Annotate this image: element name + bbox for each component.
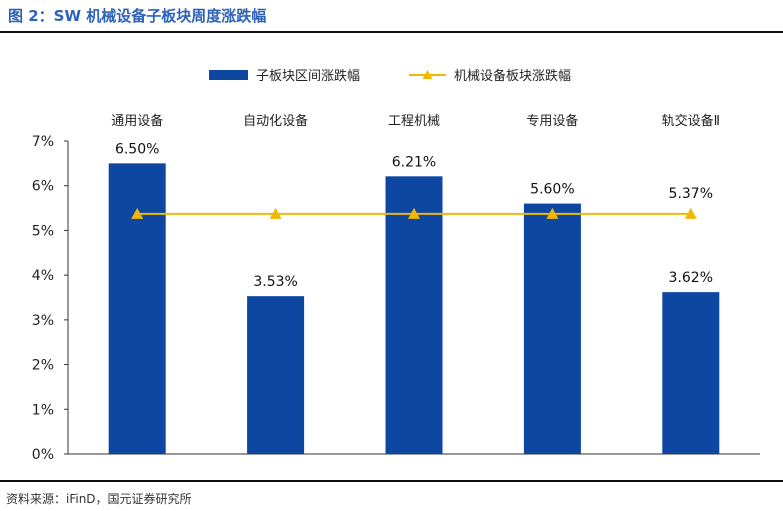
data-label: 5.60% bbox=[530, 182, 574, 198]
category-label: 通用设备 bbox=[111, 113, 163, 129]
data-label: 6.21% bbox=[392, 154, 436, 170]
line-marker bbox=[131, 207, 144, 219]
data-label: 3.62% bbox=[669, 270, 713, 286]
bar bbox=[108, 163, 166, 454]
source-note: 资料来源：iFinD，国元证券研究所 bbox=[6, 492, 192, 506]
bar bbox=[247, 296, 305, 454]
category-label: 自动化设备 bbox=[243, 113, 308, 129]
y-tick-label: 2% bbox=[32, 358, 54, 374]
line-marker bbox=[408, 207, 420, 219]
y-tick-label: 0% bbox=[32, 447, 54, 463]
title-rule bbox=[0, 31, 783, 33]
category-label: 专用设备 bbox=[526, 113, 578, 129]
figure-title: 图 2：SW 机械设备子板块周度涨跌幅 bbox=[8, 7, 267, 25]
y-tick-label: 3% bbox=[32, 313, 54, 329]
legend-line-marker bbox=[422, 70, 433, 79]
y-tick-label: 4% bbox=[32, 268, 54, 284]
y-tick-label: 1% bbox=[32, 402, 54, 418]
y-tick-label: 5% bbox=[32, 223, 54, 239]
line-marker bbox=[546, 207, 559, 219]
category-label: 轨交设备Ⅱ bbox=[662, 113, 720, 129]
data-label: 3.53% bbox=[253, 274, 297, 290]
y-tick-label: 6% bbox=[32, 179, 54, 195]
data-label: 6.50% bbox=[115, 141, 159, 157]
bar bbox=[523, 203, 581, 454]
source-rule bbox=[0, 480, 783, 482]
line-marker bbox=[684, 207, 697, 219]
bar bbox=[385, 176, 443, 454]
legend-line-label: 机械设备板块涨跌幅 bbox=[454, 68, 571, 84]
legend-bar-swatch bbox=[209, 70, 248, 80]
bar bbox=[662, 292, 720, 454]
data-label: 5.37% bbox=[669, 186, 713, 202]
legend-bar-label: 子板块区间涨跌幅 bbox=[256, 68, 360, 84]
y-tick-label: 7% bbox=[32, 134, 54, 150]
category-label: 工程机械 bbox=[388, 114, 440, 129]
line-marker bbox=[269, 207, 282, 219]
